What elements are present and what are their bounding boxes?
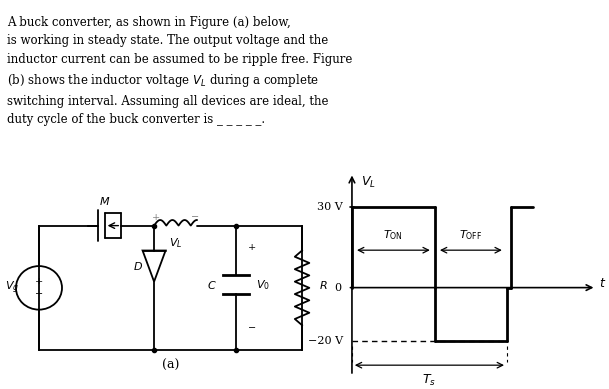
Text: $V_L$: $V_L$ xyxy=(361,175,376,190)
Text: +: + xyxy=(152,213,160,223)
Text: 0: 0 xyxy=(334,283,341,293)
Text: −: − xyxy=(191,213,199,223)
Text: 30 V: 30 V xyxy=(317,202,343,212)
Polygon shape xyxy=(143,251,166,282)
Text: $t$: $t$ xyxy=(599,277,606,290)
Text: $D$: $D$ xyxy=(133,260,143,272)
Text: −: − xyxy=(35,289,43,299)
Text: A buck converter, as shown in Figure (a) below,
is working in steady state. The : A buck converter, as shown in Figure (a)… xyxy=(7,16,353,126)
Text: +: + xyxy=(35,277,43,286)
Text: −20 V: −20 V xyxy=(308,336,343,346)
Text: $T_{\mathrm{OFF}}$: $T_{\mathrm{OFF}}$ xyxy=(459,228,482,242)
Text: $T_s$: $T_s$ xyxy=(423,373,437,388)
Text: $M$: $M$ xyxy=(99,195,110,207)
Text: $V_0$: $V_0$ xyxy=(256,278,270,292)
Text: −: − xyxy=(248,324,256,333)
Text: (a): (a) xyxy=(162,359,179,372)
Text: $V_g$: $V_g$ xyxy=(5,280,19,296)
Text: $V_L$: $V_L$ xyxy=(169,237,182,250)
Text: $T_{\mathrm{ON}}$: $T_{\mathrm{ON}}$ xyxy=(384,228,403,242)
Text: $C$: $C$ xyxy=(207,279,217,291)
Text: $R$: $R$ xyxy=(319,279,327,291)
Text: +: + xyxy=(248,243,256,252)
